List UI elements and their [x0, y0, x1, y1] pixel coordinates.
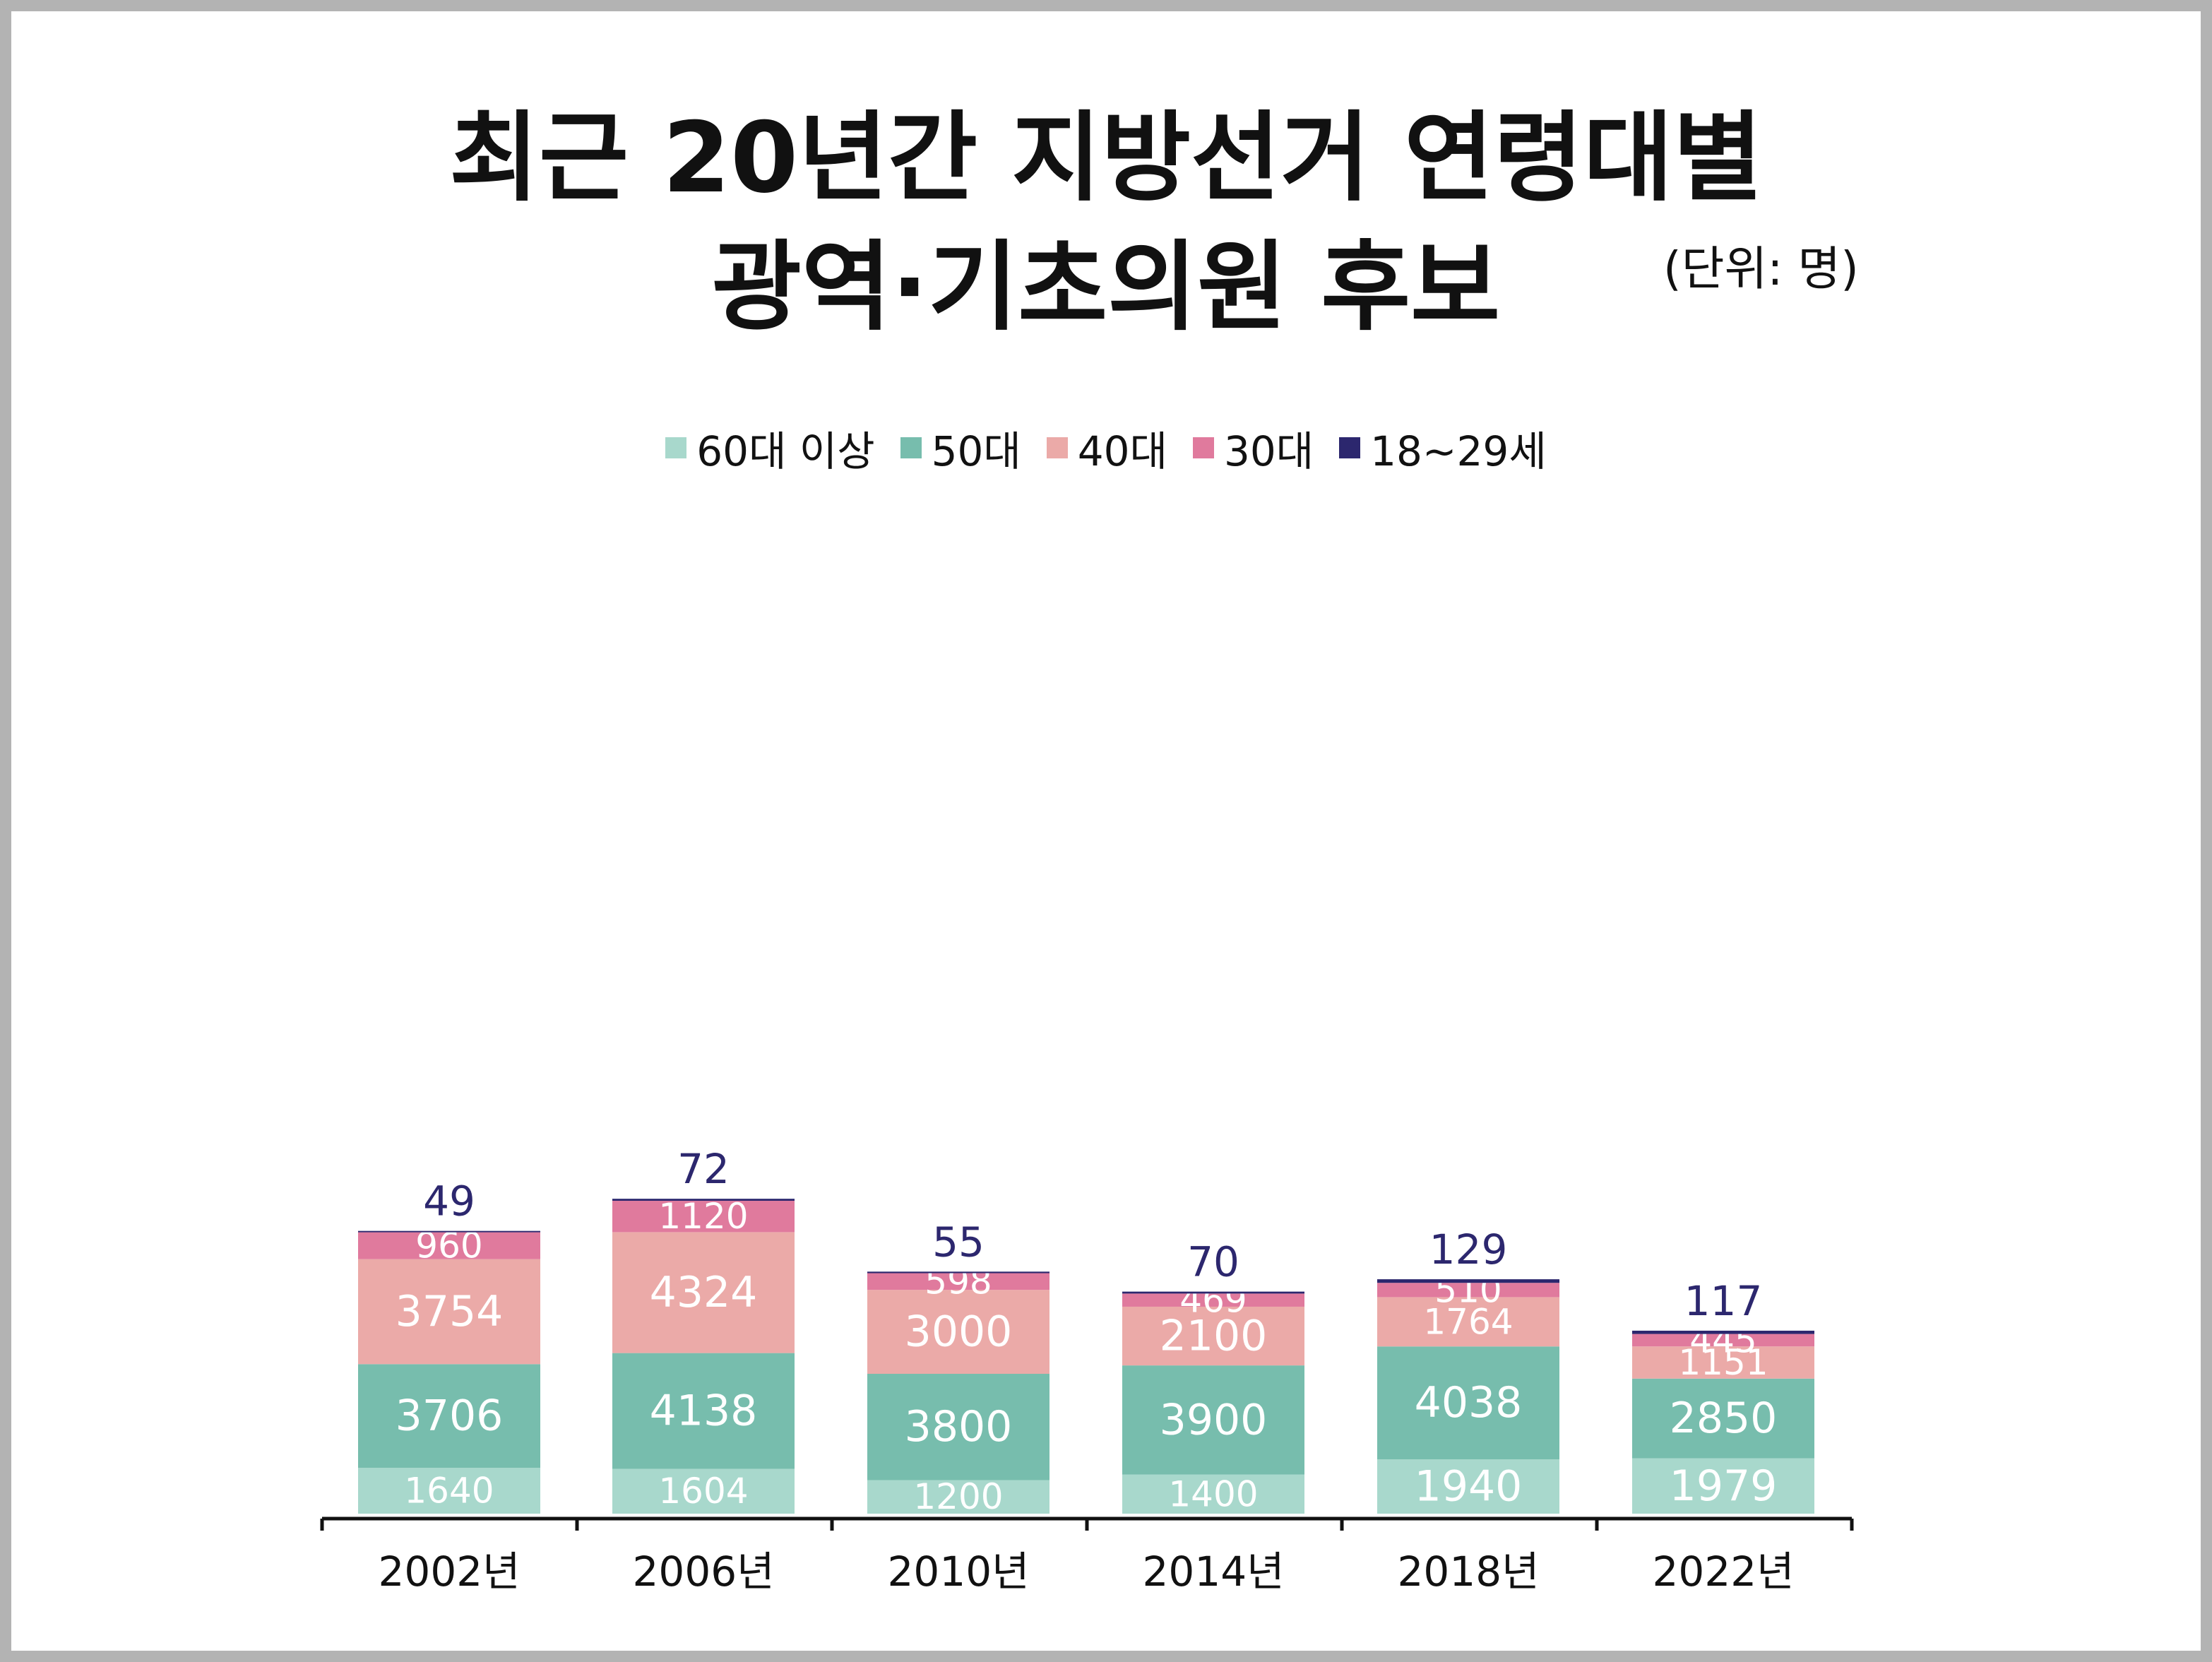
legend-item-18-29: 18~29세: [1339, 418, 1547, 477]
data-label-60s-plus-6: 1979: [1670, 1461, 1778, 1511]
bar-segment-40s-4: [1122, 1306, 1304, 1366]
bar-segment-18-29-3: [867, 1271, 1049, 1274]
data-label-50s-5: 4038: [1415, 1378, 1523, 1427]
legend-item-30s: 30대: [1192, 418, 1314, 477]
data-label-50s-6: 2850: [1670, 1394, 1778, 1443]
bar-segment-18-29-6: [1632, 1330, 1814, 1334]
bar-segment-50s-3: [867, 1374, 1049, 1480]
legend-label-30s: 30대: [1223, 427, 1314, 475]
x-tick-label-2: 2006년: [633, 1548, 775, 1596]
bar-segment-60s-plus-2: [612, 1468, 795, 1514]
x-tick-label-5: 2018년: [1398, 1548, 1540, 1596]
bar-segment-50s-4: [1122, 1365, 1304, 1475]
bar-segment-60s-plus-6: [1632, 1458, 1814, 1514]
legend-label-18-29: 18~29세: [1370, 427, 1547, 475]
data-label-30s-5: 510: [1434, 1269, 1502, 1310]
bar-segment-30s-4: [1122, 1293, 1304, 1307]
data-label-60s-plus-1: 1640: [404, 1471, 494, 1512]
data-label-18-29-1: 49: [423, 1177, 475, 1225]
bar-segment-40s-2: [612, 1232, 795, 1353]
bar-segment-30s-2: [612, 1201, 795, 1233]
bar-segment-30s-6: [1632, 1334, 1814, 1347]
legend-swatch-40s: [1046, 437, 1068, 458]
bar-segment-60s-plus-1: [358, 1468, 540, 1514]
data-label-18-29-5: 129: [1429, 1225, 1508, 1274]
legend-label-60s-plus: 60대 이상: [696, 427, 875, 475]
bar-segment-40s-3: [867, 1290, 1049, 1374]
data-label-30s-4: 469: [1179, 1280, 1247, 1321]
bar-segment-30s-3: [867, 1273, 1049, 1290]
bar-segment-60s-plus-3: [867, 1480, 1049, 1514]
chart-title-line-1: 최근 20년간 지방선거 연령대별: [449, 101, 1763, 215]
data-label-18-29-2: 72: [677, 1145, 730, 1193]
legend-swatch-50s: [900, 437, 922, 458]
data-label-18-29-6: 117: [1684, 1277, 1763, 1325]
bar-segment-40s-1: [358, 1259, 540, 1365]
x-tick-label-6: 2022년: [1653, 1548, 1795, 1596]
legend-item-50s: 50대: [900, 418, 1021, 477]
bar-segment-60s-plus-4: [1122, 1474, 1304, 1514]
data-label-40s-6: 1151: [1678, 1342, 1768, 1383]
bar-segment-50s-2: [612, 1353, 795, 1469]
bar-segment-18-29-1: [358, 1230, 540, 1233]
bar-segment-18-29-2: [612, 1199, 795, 1201]
data-label-30s-2: 1120: [658, 1196, 748, 1237]
legend-label-50s: 50대: [931, 427, 1021, 475]
legend-swatch-60s-plus: [665, 437, 687, 458]
legend-swatch-30s: [1192, 437, 1214, 458]
bar-segment-50s-6: [1632, 1378, 1814, 1459]
data-label-18-29-3: 55: [932, 1218, 985, 1266]
bar-segment-50s-1: [358, 1364, 540, 1468]
data-label-40s-3: 3000: [905, 1307, 1013, 1357]
bar-segment-50s-5: [1377, 1346, 1559, 1460]
bar-segment-40s-5: [1377, 1297, 1559, 1347]
data-label-60s-plus-3: 1200: [913, 1476, 1003, 1517]
x-tick-label-3: 2010년: [888, 1548, 1030, 1596]
data-label-30s-6: 445: [1689, 1319, 1756, 1360]
x-tick-label-4: 2014년: [1143, 1548, 1285, 1596]
data-label-30s-3: 598: [924, 1261, 992, 1302]
bar-segment-30s-5: [1377, 1283, 1559, 1298]
legend-item-40s: 40대: [1046, 418, 1167, 477]
x-tick-label-1: 2002년: [379, 1548, 521, 1596]
unit-label: (단위: 명): [1663, 242, 1859, 296]
data-label-18-29-4: 70: [1187, 1238, 1239, 1286]
data-label-40s-4: 2100: [1160, 1312, 1268, 1361]
data-label-50s-3: 3800: [905, 1402, 1013, 1452]
bar-segment-18-29-5: [1377, 1279, 1559, 1283]
bar-segment-60s-plus-5: [1377, 1459, 1559, 1514]
data-label-60s-plus-4: 1400: [1168, 1473, 1258, 1514]
legend: 60대 이상 50대 40대 30대 18~29세: [0, 418, 2212, 477]
data-label-60s-plus-5: 1940: [1415, 1462, 1523, 1512]
bar-segment-30s-1: [358, 1232, 540, 1259]
data-label-50s-2: 4138: [650, 1387, 758, 1436]
legend-item-60s-plus: 60대 이상: [665, 418, 875, 477]
legend-swatch-18-29: [1339, 437, 1361, 458]
bar-segment-18-29-4: [1122, 1291, 1304, 1294]
data-label-50s-1: 3706: [396, 1391, 504, 1441]
bar-segment-40s-6: [1632, 1346, 1814, 1379]
chart-title-line-2: 광역·기초의원 후보: [711, 230, 1501, 344]
data-label-40s-5: 1764: [1423, 1301, 1513, 1342]
data-label-40s-2: 4324: [650, 1268, 758, 1317]
data-label-60s-plus-2: 1604: [658, 1471, 748, 1512]
data-label-50s-4: 3900: [1160, 1395, 1268, 1444]
data-label-40s-1: 3754: [396, 1287, 504, 1336]
legend-label-40s: 40대: [1077, 427, 1167, 475]
